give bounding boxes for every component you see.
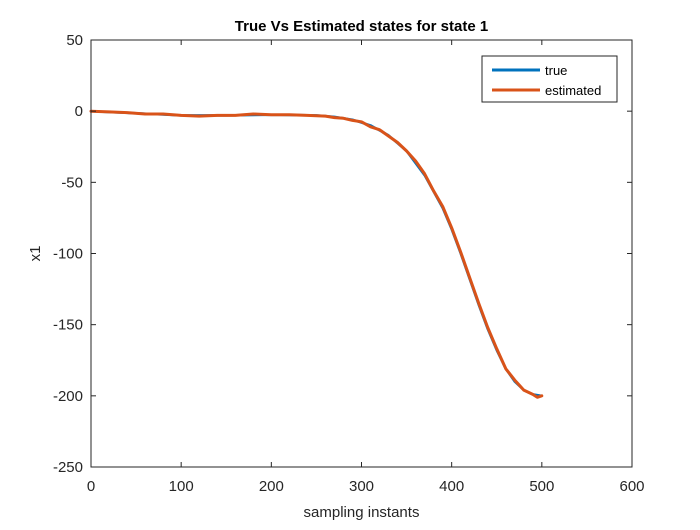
x-axis-label: sampling instants	[304, 504, 420, 521]
y-tick-label: -100	[53, 246, 83, 263]
series-line-estimated	[89, 109, 544, 399]
chart-title: True Vs Estimated states for state 1	[235, 18, 488, 35]
legend-label-true: true	[545, 63, 567, 78]
y-tick-label: 50	[66, 32, 83, 49]
legend-label-estimated: estimated	[545, 83, 601, 98]
x-tick-label: 0	[87, 478, 95, 495]
ticks-layer: 0 100 200 300 400 500 600 -250 -200 -150 -100 -50 0 5…	[53, 32, 645, 495]
y-tick-label: -250	[53, 459, 83, 476]
x-tick-label: 400	[439, 478, 464, 495]
y-tick-label: -50	[61, 174, 83, 191]
y-tick-label: -200	[53, 388, 83, 405]
series-layer	[89, 109, 544, 399]
plot-area	[91, 40, 632, 467]
x-tick-label: 600	[619, 478, 644, 495]
y-tick-label: 0	[75, 103, 83, 120]
x-tick-label: 100	[169, 478, 194, 495]
y-axis-label: x1	[27, 246, 44, 262]
x-tick-label: 200	[259, 478, 284, 495]
x-tick-label: 300	[349, 478, 374, 495]
x-tick-label: 500	[529, 478, 554, 495]
y-tick-label: -150	[53, 317, 83, 334]
legend-box	[481, 55, 618, 103]
legend: true estimated	[481, 55, 618, 103]
